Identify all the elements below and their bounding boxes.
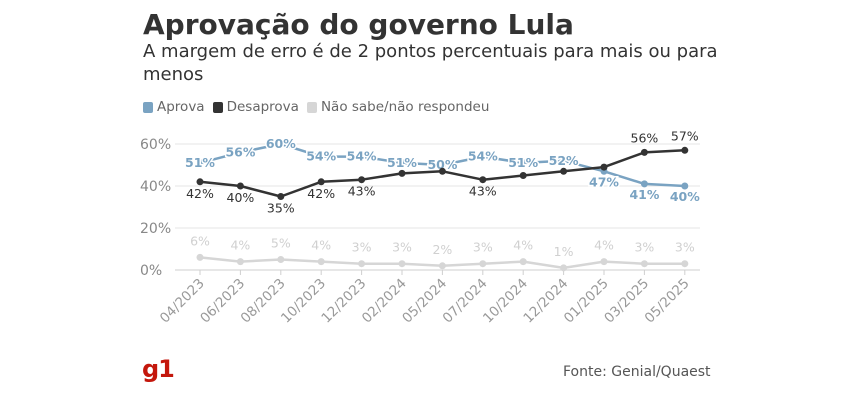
data-label: 43%	[469, 184, 497, 199]
data-label: 54%	[347, 149, 377, 164]
data-point	[236, 258, 244, 266]
data-label: 3%	[675, 240, 695, 255]
data-label: 51%	[387, 155, 417, 170]
data-point	[277, 256, 285, 263]
legend-item-desaprova: Desaprova	[212, 99, 299, 115]
data-label: 5%	[271, 236, 291, 251]
data-point	[358, 260, 366, 268]
x-tick-label: 05/2025	[642, 276, 693, 327]
chart-title: Aprovação do governo Lula	[143, 8, 574, 41]
data-label: 4%	[311, 238, 331, 253]
legend-label-desaprova: Desaprova	[226, 99, 299, 115]
data-point	[398, 260, 406, 268]
chart-subtitle: A margem de erro é de 2 pontos percentua…	[143, 41, 718, 85]
data-label: 51%	[508, 155, 538, 170]
y-tick-label: 40%	[140, 179, 171, 195]
data-point	[398, 159, 406, 167]
data-point	[640, 180, 648, 188]
data-point	[317, 178, 325, 186]
data-point	[681, 260, 689, 268]
data-point	[479, 176, 487, 184]
data-label: 40%	[670, 189, 700, 204]
legend-label-nao-sabe: Não sabe/não respondeu	[320, 99, 490, 115]
data-label: 3%	[473, 240, 493, 255]
data-label: 35%	[267, 201, 295, 216]
data-label: 57%	[671, 128, 699, 143]
data-label: 54%	[468, 149, 498, 164]
data-point	[600, 163, 608, 171]
data-point	[640, 260, 648, 268]
data-label: 6%	[190, 233, 210, 248]
y-tick-label: 0%	[140, 263, 162, 279]
chart-legend: Aprova Desaprova Não sabe/não respondeu	[143, 99, 497, 115]
y-tick-label: 60%	[140, 137, 171, 153]
data-label: 42%	[307, 186, 335, 201]
data-point	[519, 159, 527, 167]
data-point	[398, 169, 406, 177]
data-label: 2%	[432, 242, 452, 257]
data-point	[640, 148, 648, 156]
legend-swatch-aprova	[143, 101, 153, 113]
data-label: 52%	[549, 153, 579, 168]
data-point	[317, 153, 325, 161]
data-point	[358, 176, 366, 184]
data-label: 1%	[554, 244, 574, 259]
data-point	[519, 172, 527, 179]
data-point	[236, 182, 244, 190]
data-label: 4%	[230, 238, 250, 253]
data-label: 60%	[266, 136, 296, 151]
data-label: 47%	[589, 174, 619, 189]
data-point	[438, 262, 446, 270]
data-label: 43%	[348, 184, 376, 199]
data-point	[560, 157, 568, 165]
data-label: 4%	[594, 238, 614, 253]
data-label: 50%	[427, 157, 457, 172]
data-point	[681, 182, 689, 190]
data-point	[479, 260, 487, 268]
source-note: Fonte: Genial/Quaest	[563, 364, 711, 380]
data-point	[196, 253, 204, 261]
data-point	[438, 167, 446, 175]
data-point	[519, 258, 527, 266]
data-label: 42%	[186, 186, 214, 201]
data-label: 4%	[513, 238, 533, 253]
data-point	[681, 146, 689, 154]
legend-item-nao-sabe: Não sabe/não respondeu	[306, 99, 490, 115]
data-point	[317, 258, 325, 266]
data-point	[438, 161, 446, 169]
data-point	[196, 178, 204, 186]
data-label: 56%	[631, 130, 659, 145]
data-point	[560, 264, 568, 272]
data-point	[196, 159, 204, 167]
g1-logo: g1	[142, 355, 175, 383]
data-point	[479, 153, 487, 161]
data-label: 54%	[306, 149, 336, 164]
data-point	[277, 193, 285, 200]
data-point	[277, 140, 285, 148]
legend-item-aprova: Aprova	[143, 99, 205, 115]
data-label: 3%	[352, 240, 372, 255]
data-point	[600, 258, 608, 266]
y-tick-label: 20%	[140, 221, 171, 237]
data-label: 41%	[629, 187, 659, 202]
legend-swatch-nao-sabe	[306, 101, 317, 113]
data-label: 56%	[225, 144, 255, 159]
data-label: 40%	[227, 190, 255, 205]
data-point	[358, 153, 366, 161]
data-point	[560, 167, 568, 175]
data-label: 3%	[392, 240, 412, 255]
legend-label-aprova: Aprova	[157, 99, 205, 115]
legend-swatch-desaprova	[212, 101, 223, 113]
data-label: 3%	[634, 240, 654, 255]
data-point	[236, 148, 244, 156]
data-label: 51%	[185, 155, 215, 170]
